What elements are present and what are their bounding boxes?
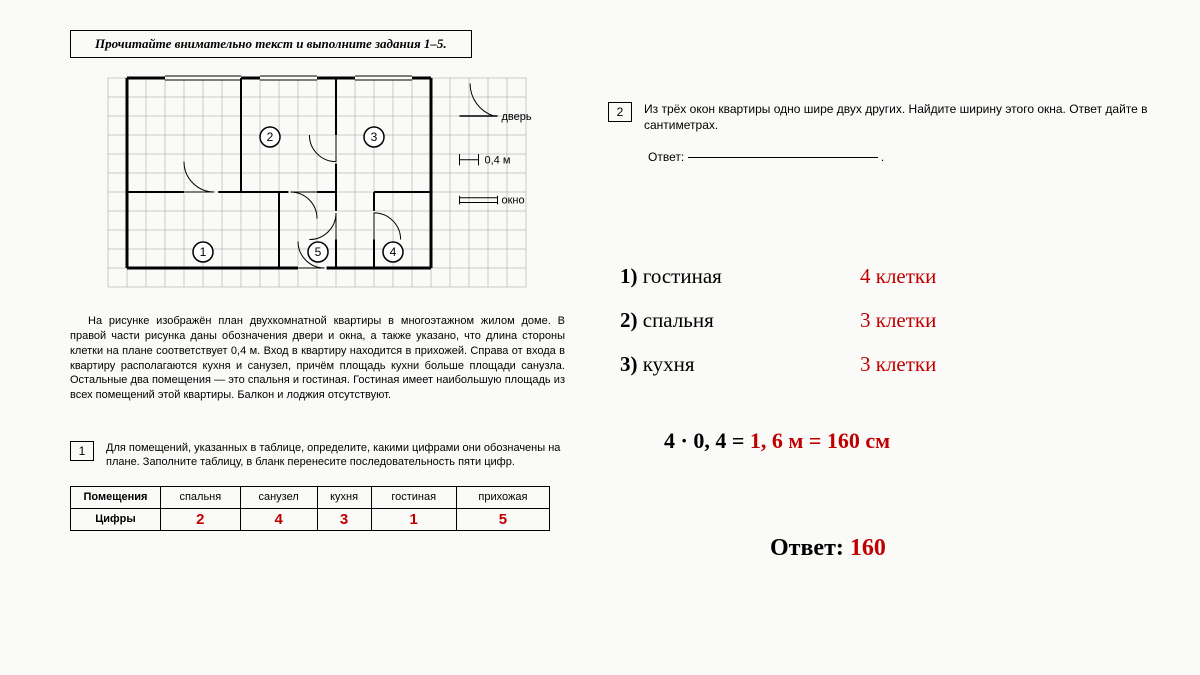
- rooms-table: Помещенияспальнясанузелкухнягостинаяприх…: [70, 486, 550, 531]
- svg-text:0,4 м: 0,4 м: [485, 155, 511, 167]
- table-header-row: Помещенияспальнясанузелкухнягостинаяприх…: [71, 486, 550, 508]
- table-answer-cell: 5: [456, 508, 549, 530]
- table-row-label: Цифры: [71, 508, 161, 530]
- table-answer-cell: 1: [371, 508, 456, 530]
- instruction-text: Прочитайте внимательно текст и выполните…: [95, 36, 447, 51]
- solution-cells-list: 4 клетки3 клетки3 клетки: [860, 254, 936, 386]
- table-header-cell: санузел: [240, 486, 317, 508]
- task2-row: 2 Из трёх окон квартиры одно шире двух д…: [608, 102, 1148, 133]
- calculation: 4 · 0, 4 = 1, 6 м = 160 см: [664, 428, 890, 454]
- solution-cells-item: 3 клетки: [860, 342, 936, 386]
- solution-room-item: 3) кухня: [620, 342, 722, 386]
- plan-svg: 1 2 3 4 5 дверь 0,4 м окно: [98, 72, 538, 300]
- svg-text:4: 4: [390, 245, 397, 259]
- svg-text:окно: окно: [502, 194, 525, 206]
- table-answer-cell: 4: [240, 508, 317, 530]
- svg-text:2: 2: [267, 130, 274, 144]
- final-answer: Ответ: 160: [770, 535, 886, 562]
- task2-text: Из трёх окон квартиры одно шире двух дру…: [644, 102, 1148, 133]
- problem-paragraph: На рисунке изображён план двухкомнатной …: [70, 314, 565, 403]
- table-header-cell: кухня: [317, 486, 371, 508]
- task1-text: Для помещений, указанных в таблице, опре…: [106, 441, 565, 470]
- table-answer-cell: 3: [317, 508, 371, 530]
- svg-text:3: 3: [371, 130, 378, 144]
- svg-text:1: 1: [200, 245, 207, 259]
- svg-text:дверь: дверь: [502, 111, 532, 123]
- task2-number: 2: [608, 102, 632, 122]
- floor-plan: 1 2 3 4 5 дверь 0,4 м окно: [98, 72, 538, 300]
- solution-room-list: 1) гостиная2) спальня3) кухня: [620, 254, 722, 386]
- answer-blank: [688, 157, 878, 158]
- solution-cells-item: 4 клетки: [860, 254, 936, 298]
- solution-room-item: 2) спальня: [620, 298, 722, 342]
- table-answer-row: Цифры24315: [71, 508, 550, 530]
- solution-room-item: 1) гостиная: [620, 254, 722, 298]
- table-header-cell: прихожая: [456, 486, 549, 508]
- final-value: 160: [850, 535, 886, 561]
- answer-line: Ответ: .: [648, 150, 884, 164]
- left-column: 12345дверь0,4 мокно На рисунке изображён…: [70, 72, 565, 531]
- instruction-box: Прочитайте внимательно текст и выполните…: [70, 30, 472, 58]
- calc-right: 1, 6 м = 160 см: [750, 428, 890, 453]
- table-header-cell: Помещения: [71, 486, 161, 508]
- svg-text:5: 5: [315, 245, 322, 259]
- solution-cells-item: 3 клетки: [860, 298, 936, 342]
- answer-label: Ответ:: [648, 150, 684, 164]
- table-answer-cell: 2: [161, 508, 241, 530]
- table-header-cell: спальня: [161, 486, 241, 508]
- task1-row: 1 Для помещений, указанных в таблице, оп…: [70, 441, 565, 470]
- table-header-cell: гостиная: [371, 486, 456, 508]
- calc-left: 4 · 0, 4 =: [664, 428, 750, 453]
- task1-number: 1: [70, 441, 94, 461]
- final-label: Ответ:: [770, 535, 850, 561]
